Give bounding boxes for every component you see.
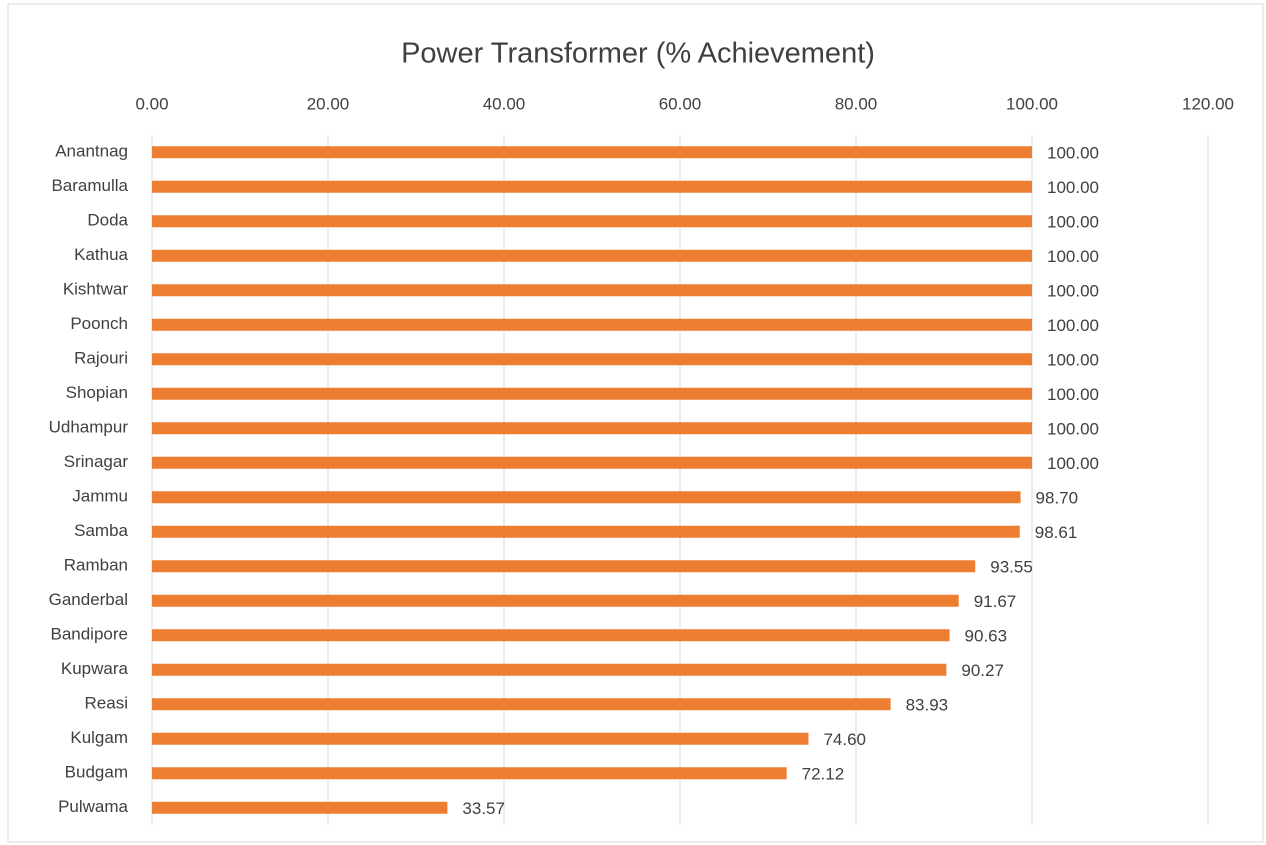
y-tick-label: Budgam — [65, 763, 128, 782]
data-label: 74.60 — [823, 730, 866, 749]
y-tick-label: Srinagar — [64, 452, 129, 471]
y-tick-label: Kulgam — [70, 728, 128, 747]
bar — [152, 732, 809, 745]
y-tick-label: Samba — [74, 521, 128, 540]
y-tick-label: Kishtwar — [63, 280, 129, 299]
data-label: 100.00 — [1047, 385, 1099, 404]
y-tick-label: Ramban — [64, 556, 128, 575]
data-label: 100.00 — [1047, 178, 1099, 197]
bar — [152, 767, 787, 780]
x-tick-label: 60.00 — [659, 94, 702, 113]
y-tick-label: Kathua — [74, 245, 128, 264]
data-label: 100.00 — [1047, 316, 1099, 335]
chart-title: Power Transformer (% Achievement) — [401, 38, 875, 70]
y-tick-label: Baramulla — [51, 176, 128, 195]
data-label: 90.63 — [965, 627, 1008, 646]
data-label: 93.55 — [990, 558, 1033, 577]
data-label: 100.00 — [1047, 351, 1099, 370]
data-label: 100.00 — [1047, 213, 1099, 232]
x-tick-label: 40.00 — [483, 94, 526, 113]
data-label: 100.00 — [1047, 247, 1099, 266]
bar — [152, 801, 448, 814]
x-tick-label: 120.00 — [1182, 94, 1234, 113]
y-tick-label: Pulwama — [58, 797, 128, 816]
y-tick-label: Shopian — [66, 383, 128, 402]
data-label: 98.61 — [1035, 523, 1078, 542]
data-label: 90.27 — [961, 661, 1004, 680]
bar — [152, 629, 950, 642]
bar — [152, 663, 947, 676]
bar — [152, 284, 1032, 297]
y-tick-label: Rajouri — [74, 349, 128, 368]
y-tick-label: Doda — [87, 211, 128, 230]
data-label: 33.57 — [462, 799, 505, 818]
data-label: 98.70 — [1036, 489, 1079, 508]
bar — [152, 594, 959, 607]
y-tick-label: Udhampur — [49, 418, 129, 437]
y-tick-label: Reasi — [85, 694, 128, 713]
y-tick-label: Anantnag — [55, 142, 128, 161]
bar — [152, 560, 976, 573]
x-tick-label: 80.00 — [835, 94, 878, 113]
bar — [152, 180, 1032, 193]
bar — [152, 353, 1032, 366]
bar — [152, 146, 1032, 159]
x-tick-label: 100.00 — [1006, 94, 1058, 113]
y-tick-label: Bandipore — [50, 625, 128, 644]
data-label: 100.00 — [1047, 454, 1099, 473]
data-label: 100.00 — [1047, 282, 1099, 301]
data-label: 100.00 — [1047, 144, 1099, 163]
bar — [152, 698, 891, 711]
bar — [152, 387, 1032, 400]
bar — [152, 525, 1020, 538]
bar — [152, 249, 1032, 262]
y-tick-label: Jammu — [72, 487, 128, 506]
data-label: 100.00 — [1047, 420, 1099, 439]
data-label: 72.12 — [802, 765, 845, 784]
data-label: 91.67 — [974, 592, 1017, 611]
bar — [152, 215, 1032, 228]
bar — [152, 491, 1021, 504]
y-tick-label: Ganderbal — [49, 590, 128, 609]
x-tick-label: 20.00 — [307, 94, 350, 113]
bar — [152, 318, 1032, 331]
bar — [152, 456, 1032, 469]
data-label: 83.93 — [906, 696, 949, 715]
x-tick-label: 0.00 — [135, 94, 168, 113]
y-tick-label: Kupwara — [61, 659, 129, 678]
bar — [152, 422, 1032, 435]
y-tick-label: Poonch — [70, 314, 128, 333]
